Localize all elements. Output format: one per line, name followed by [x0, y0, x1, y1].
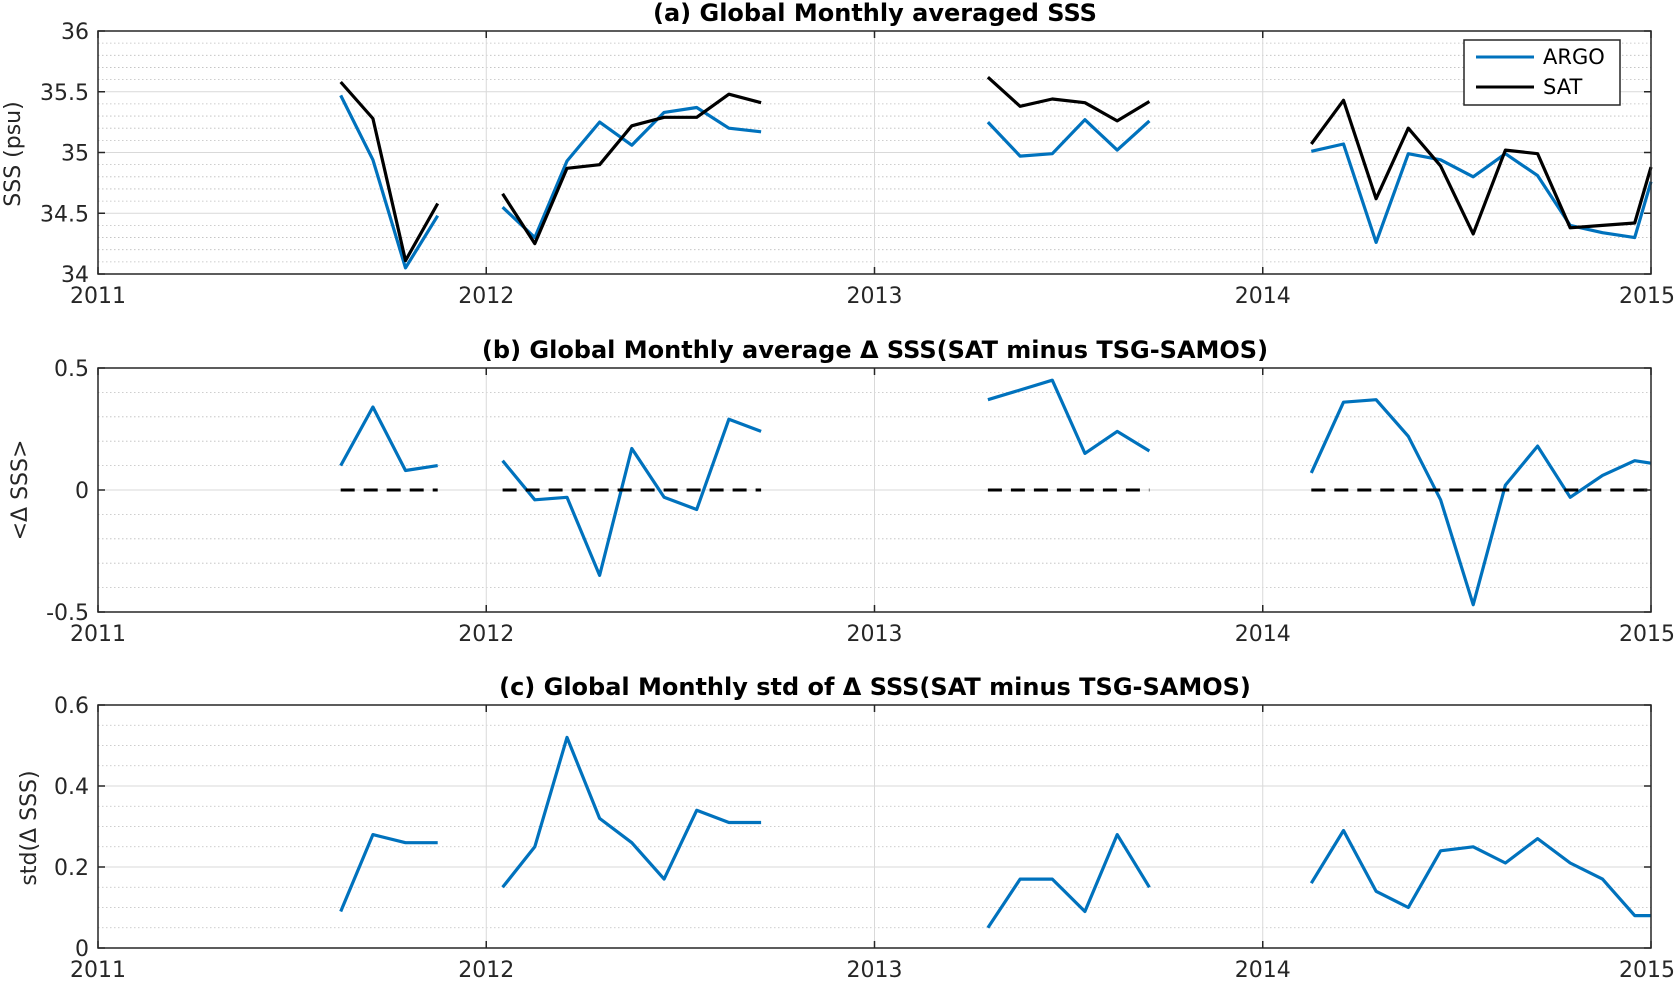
y-tick-label: 0	[75, 479, 89, 504]
x-tick-label: 2011	[70, 622, 126, 647]
x-tick-label: 2013	[847, 958, 903, 982]
y-tick-label: -0.5	[46, 601, 89, 626]
x-tick-label: 2015	[1619, 284, 1675, 309]
y-tick-label: 0	[75, 937, 89, 962]
legend-argo-label: ARGO	[1543, 45, 1605, 69]
y-tick-label: 0.6	[54, 694, 89, 719]
y-tick-label: 35	[61, 142, 89, 167]
series-sat-line	[339, 80, 440, 263]
panel-b: (b) Global Monthly average Δ SSS(SAT min…	[8, 336, 1675, 647]
panel-a-title: (a) Global Monthly averaged SSS	[653, 0, 1097, 27]
x-tick-label: 2012	[458, 958, 514, 982]
x-tick-label: 2012	[458, 622, 514, 647]
series-delta-sss-line	[501, 735, 762, 889]
x-tick-label: 2014	[1235, 622, 1291, 647]
series-argo-line	[339, 94, 440, 270]
y-tick-label: 36	[61, 20, 89, 45]
legend-box	[1463, 39, 1621, 106]
x-tick-label: 2012	[458, 284, 514, 309]
x-tick-label: 2014	[1235, 958, 1291, 982]
panel-c-ylabel: std(Δ SSS)	[17, 770, 42, 885]
series-sat-line	[986, 76, 1151, 123]
panel-a: (a) Global Monthly averaged SSS 2011 2012…	[1, 0, 1675, 309]
legend-sat-label: SAT	[1543, 75, 1582, 99]
panel-a-ylabel: SSS (psu)	[1, 101, 26, 206]
series-delta-sss-line	[339, 832, 438, 913]
y-tick-label: 0.4	[54, 775, 89, 800]
y-tick-label: 0.5	[54, 357, 89, 382]
series-delta-sss-line	[501, 417, 762, 578]
series-argo-line	[986, 118, 1151, 158]
series-delta-sss-line	[339, 405, 438, 473]
x-tick-label: 2013	[847, 622, 903, 647]
x-tick-label: 2015	[1619, 622, 1675, 647]
panel-b-title: (b) Global Monthly average Δ SSS(SAT min…	[482, 336, 1268, 364]
series-delta-sss-line	[986, 832, 1151, 929]
panel-c-title: (c) Global Monthly std of Δ SSS(SAT minu…	[499, 673, 1251, 701]
series-delta-sss-line	[987, 378, 1151, 455]
panel-c: (c) Global Monthly std of Δ SSS(SAT minu…	[17, 673, 1675, 982]
series-sat-line	[1310, 98, 1653, 236]
series-delta-sss-line	[1309, 398, 1652, 607]
x-tick-label: 2013	[847, 284, 903, 309]
legend: ARGO SAT	[1463, 39, 1621, 106]
x-tick-label: 2011	[70, 284, 126, 309]
series-argo-line	[1310, 142, 1653, 244]
x-tick-label: 2015	[1619, 958, 1675, 982]
y-tick-label: 34	[61, 263, 89, 288]
series-delta-sss-line	[1309, 828, 1651, 918]
series-argo-line	[501, 105, 762, 240]
series-sat-line	[501, 92, 762, 246]
y-tick-label: 34.5	[40, 202, 89, 227]
y-tick-label: 35.5	[40, 81, 89, 106]
y-tick-label: 0.2	[54, 856, 89, 881]
x-tick-label: 2011	[70, 958, 126, 982]
x-tick-label: 2014	[1235, 284, 1291, 309]
panel-b-ylabel: <Δ SSS>	[8, 440, 33, 541]
